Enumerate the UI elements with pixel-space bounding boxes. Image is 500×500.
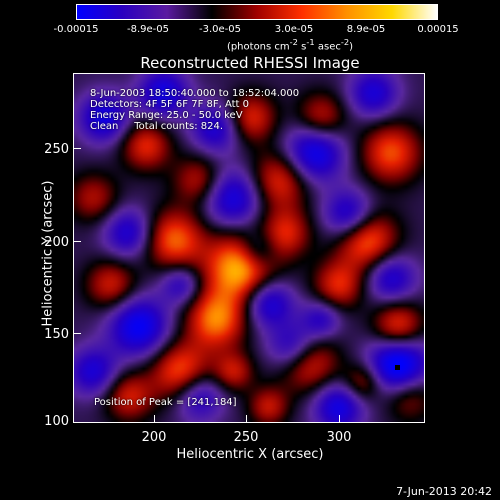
x-tick-label: 250 [233,430,259,445]
y-tick-mark [73,333,81,334]
y-tick-label: 100 [44,414,69,429]
y-tick-label: 150 [44,327,69,342]
detectors-label: Detectors: 4F 5F 6F 7F 8F, Att 0 [90,99,250,110]
colorbar-tick-label: 0.00015 [417,24,459,35]
colorbar-units: (photons cm-2 s-1 asec-2) [226,37,354,53]
clean-counts-label: Clean Total counts: 824. [90,121,224,132]
date-stamp: 7-Jun-2013 20:42 [396,485,492,498]
colorbar-tick-label: -0.00015 [53,24,99,35]
x-tick-mark [246,415,247,423]
rhessi-image: 8-Jun-2003 18:50:40.000 to 18:52:04.000 … [73,73,425,423]
x-tick-mark [154,415,155,423]
y-axis-label: Heliocentric Y (arcsec) [40,180,56,327]
energy-range-label: Energy Range: 25.0 - 50.0 keV [90,110,243,121]
y-tick-label: 250 [44,142,69,157]
heatmap-canvas [74,74,424,422]
colorbar-tick-label: -8.9e-05 [127,24,169,35]
y-tick-mark [73,148,81,149]
colorbar-tick-label: 3.0e-05 [274,24,314,35]
x-tick-mark [339,415,340,423]
time-range-label: 8-Jun-2003 18:50:40.000 to 18:52:04.000 [90,88,300,99]
peak-marker [395,365,400,370]
x-tick-label: 300 [326,430,352,445]
y-tick-label: 200 [44,235,69,250]
y-tick-mark [73,241,81,242]
x-tick-label: 200 [141,430,167,445]
peak-position-label: Position of Peak = [241,184] [94,397,237,408]
colorbar-tick-label: -3.0e-05 [199,24,241,35]
colorbar-tick-label: 8.9e-05 [346,24,386,35]
colorbar [76,4,438,20]
plot-title: Reconstructed RHESSI Image [140,54,360,72]
x-axis-label: Heliocentric X (arcsec) [176,447,324,462]
